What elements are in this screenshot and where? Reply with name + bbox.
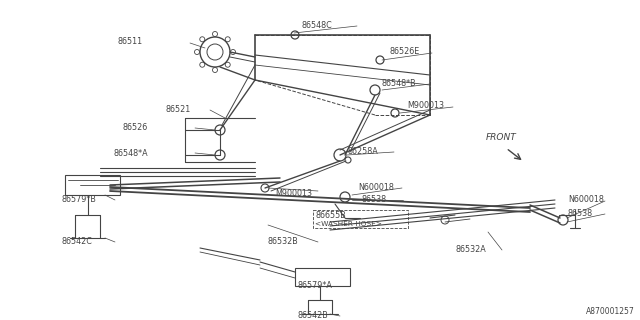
Text: 86526: 86526 — [123, 124, 148, 132]
Text: A870001257: A870001257 — [586, 307, 635, 316]
Text: 86526E: 86526E — [390, 47, 420, 57]
Text: 86548*A: 86548*A — [113, 148, 148, 157]
Text: 86532A: 86532A — [455, 245, 486, 254]
Text: M900013: M900013 — [275, 188, 312, 197]
Text: 86655B: 86655B — [315, 211, 346, 220]
Text: 86579*B: 86579*B — [62, 196, 97, 204]
Text: 86521: 86521 — [165, 106, 190, 115]
Text: 86542C: 86542C — [62, 237, 93, 246]
Bar — [65, 175, 120, 195]
Text: 86548*B: 86548*B — [382, 78, 417, 87]
Text: 86548C: 86548C — [302, 21, 333, 30]
Text: 86579*A: 86579*A — [297, 282, 332, 291]
Text: <WASHER HOSE>: <WASHER HOSE> — [315, 221, 382, 227]
Text: N600018: N600018 — [568, 196, 604, 204]
Bar — [313, 210, 408, 228]
Bar — [295, 268, 350, 286]
Text: 86511: 86511 — [118, 37, 143, 46]
Text: 86258A: 86258A — [348, 148, 379, 156]
Text: 86538: 86538 — [568, 209, 593, 218]
Text: N600018: N600018 — [358, 183, 394, 193]
Text: 86542B: 86542B — [297, 311, 328, 320]
Text: FRONT: FRONT — [486, 133, 516, 142]
Text: 86538: 86538 — [362, 196, 387, 204]
Text: M900013: M900013 — [407, 101, 444, 110]
Text: 86532B: 86532B — [268, 237, 299, 246]
